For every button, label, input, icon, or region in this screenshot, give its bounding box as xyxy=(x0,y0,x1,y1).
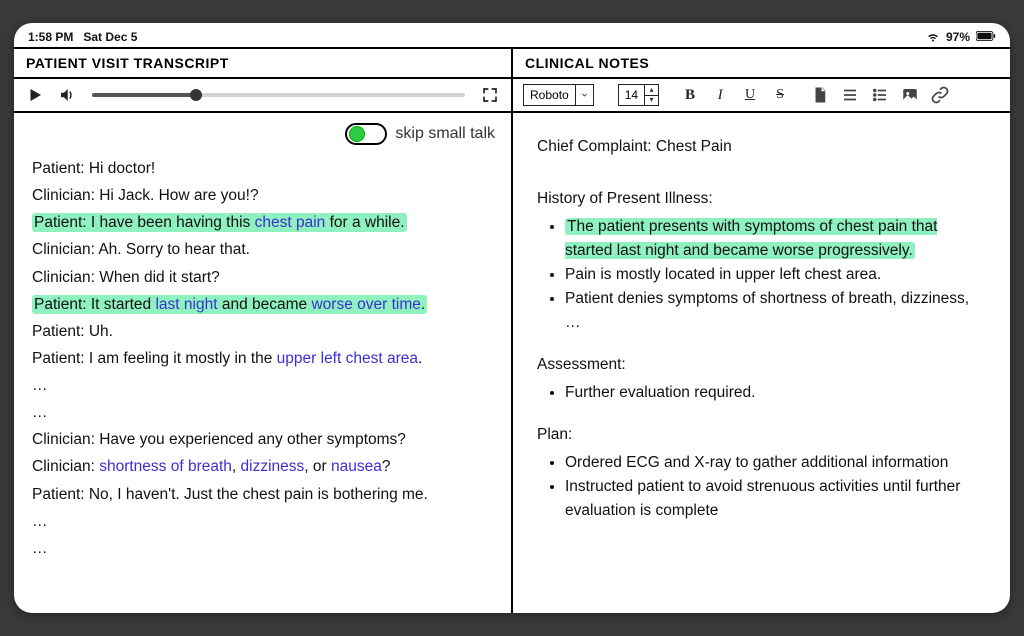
fullscreen-icon[interactable] xyxy=(479,84,501,106)
list-item: Ordered ECG and X-ray to gather addition… xyxy=(565,451,986,475)
transcript-line: Clinician: Have you experienced any othe… xyxy=(32,426,493,453)
transcript-line: Patient: I have been having this chest p… xyxy=(32,209,493,236)
status-time: 1:58 PM xyxy=(28,30,73,44)
italic-icon[interactable]: I xyxy=(711,86,729,104)
underline-icon[interactable]: U xyxy=(741,86,759,104)
transcript-line: Clinician: Hi Jack. How are you!? xyxy=(32,182,493,209)
transcript-line: Clinician: Ah. Sorry to hear that. xyxy=(32,236,493,263)
list-icon[interactable] xyxy=(871,86,889,104)
link-icon[interactable] xyxy=(931,86,949,104)
transcript-line: Clinician: When did it start? xyxy=(32,264,493,291)
list-item: Instructed patient to avoid strenuous ac… xyxy=(565,475,986,523)
status-bar: 1:58 PM Sat Dec 5 97% xyxy=(14,23,1010,47)
assessment-list: Further evaluation required. xyxy=(565,381,986,405)
list-item: The patient presents with symptoms of ch… xyxy=(565,215,986,263)
hpi-list: The patient presents with symptoms of ch… xyxy=(565,215,986,335)
font-size-spinner[interactable]: ▴▾ xyxy=(645,84,659,106)
status-date: Sat Dec 5 xyxy=(83,30,137,44)
notes-pane: CLINICAL NOTES Roboto 14 ▴▾ B I xyxy=(513,47,1010,613)
battery-percent: 97% xyxy=(946,30,970,44)
transcript-line: Patient: I am feeling it mostly in the u… xyxy=(32,345,493,372)
font-size-select[interactable]: 14 ▴▾ xyxy=(618,84,659,106)
bold-icon[interactable]: B xyxy=(681,86,699,104)
hpi-heading: History of Present Illness: xyxy=(537,187,986,211)
transcript-line: Clinician: shortness of breath, dizzines… xyxy=(32,453,493,480)
transcript-line: … xyxy=(32,535,493,562)
transcript-toolbar xyxy=(14,79,511,113)
playback-progress[interactable] xyxy=(92,93,465,97)
plan-heading: Plan: xyxy=(537,423,986,447)
battery-icon xyxy=(976,30,996,44)
play-icon[interactable] xyxy=(24,84,46,106)
transcript-line: … xyxy=(32,508,493,535)
notes-body[interactable]: Chief Complaint: Chest Pain History of P… xyxy=(513,113,1010,555)
tablet-frame: 1:58 PM Sat Dec 5 97% PATIENT VISIT TRAN… xyxy=(14,23,1010,613)
list-item: Patient denies symptoms of shortness of … xyxy=(565,287,986,335)
plan-list: Ordered ECG and X-ray to gather addition… xyxy=(565,451,986,523)
volume-icon[interactable] xyxy=(56,84,78,106)
list-item: Further evaluation required. xyxy=(565,381,986,405)
chevron-down-icon[interactable] xyxy=(576,84,594,106)
transcript-line: Patient: Uh. xyxy=(32,318,493,345)
strikethrough-icon[interactable]: S xyxy=(771,86,789,104)
wifi-icon xyxy=(926,29,940,46)
chief-complaint: Chief Complaint: Chest Pain xyxy=(537,135,986,159)
image-icon[interactable] xyxy=(901,86,919,104)
editor-toolbar: Roboto 14 ▴▾ B I U S xyxy=(513,79,1010,113)
transcript-line: Patient: No, I haven't. Just the chest p… xyxy=(32,481,493,508)
font-size-value: 14 xyxy=(618,84,645,106)
skip-small-talk-label: skip small talk xyxy=(395,125,495,143)
transcript-line: … xyxy=(32,399,493,426)
align-icon[interactable] xyxy=(841,86,859,104)
font-family-select[interactable]: Roboto xyxy=(523,84,594,106)
list-item: Pain is mostly located in upper left che… xyxy=(565,263,986,287)
document-icon[interactable] xyxy=(811,86,829,104)
transcript-body: Patient: Hi doctor!Clinician: Hi Jack. H… xyxy=(14,149,511,574)
skip-small-talk-toggle[interactable] xyxy=(345,123,387,145)
transcript-title: PATIENT VISIT TRANSCRIPT xyxy=(14,47,511,79)
notes-title: CLINICAL NOTES xyxy=(513,47,1010,79)
transcript-line: … xyxy=(32,372,493,399)
transcript-pane: PATIENT VISIT TRANSCRIPT xyxy=(14,47,513,613)
transcript-line: Patient: Hi doctor! xyxy=(32,155,493,182)
transcript-line: Patient: It started last night and becam… xyxy=(32,291,493,318)
assessment-heading: Assessment: xyxy=(537,353,986,377)
font-family-value: Roboto xyxy=(523,84,576,106)
